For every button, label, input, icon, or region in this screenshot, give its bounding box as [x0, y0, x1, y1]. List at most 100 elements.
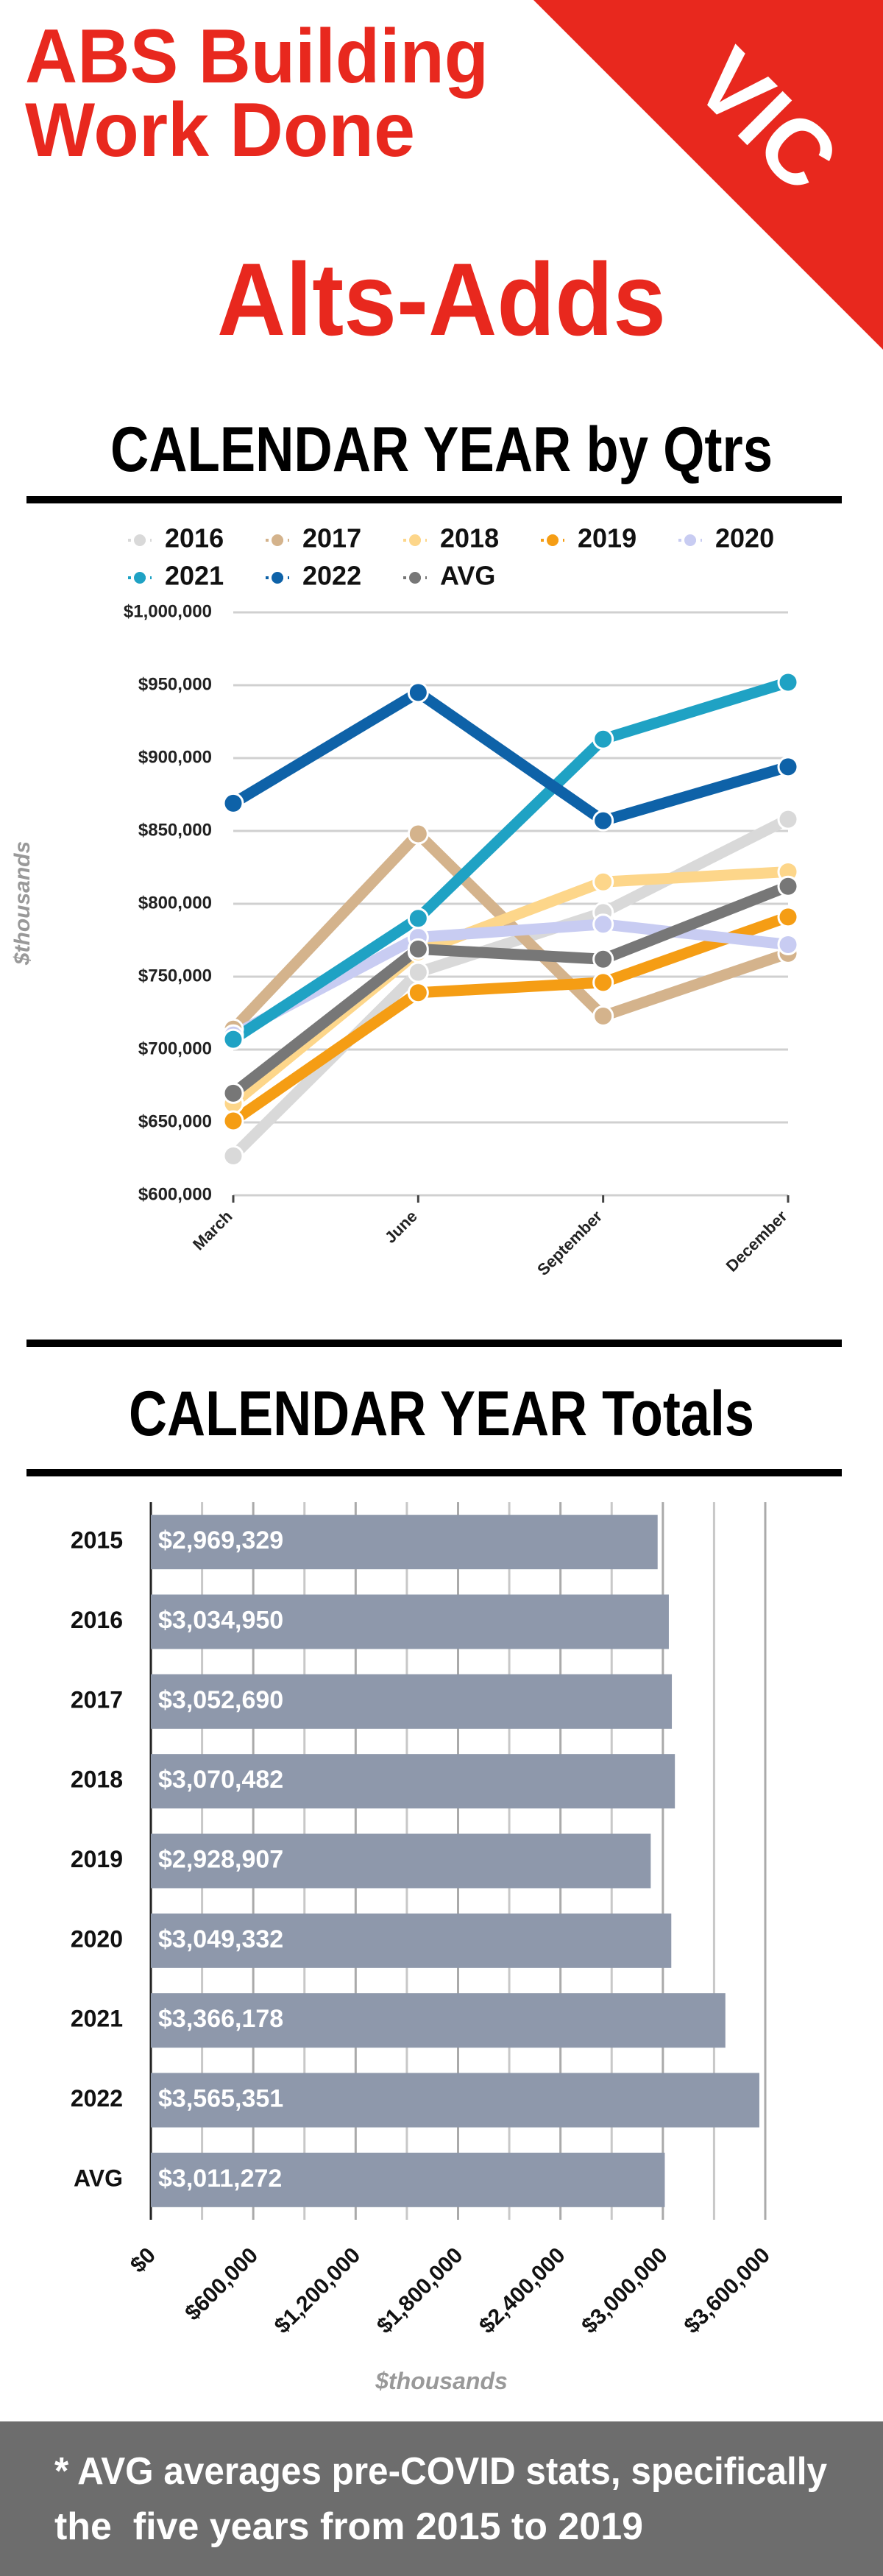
x-tick-label: $3,000,000 [577, 2243, 673, 2339]
state-banner [533, 0, 883, 350]
x-tick-label: $1,200,000 [270, 2243, 366, 2339]
y-tick-label: 2022 [71, 2085, 123, 2112]
y-tick-label: $700,000 [138, 1038, 212, 1058]
rule [26, 496, 842, 503]
value-label: $2,969,329 [158, 1526, 283, 1554]
value-label: $2,928,907 [158, 1845, 283, 1873]
data-point [777, 875, 799, 897]
data-point [592, 972, 614, 994]
data-point [407, 982, 429, 1004]
series-line [230, 911, 790, 1126]
x-tick-label: June [381, 1207, 421, 1247]
legend-label: 2019 [578, 523, 636, 553]
legend-marker [272, 534, 283, 546]
footnote: * AVG averages pre-COVID stats, specific… [54, 2450, 827, 2493]
series-line [230, 687, 790, 827]
series-line [230, 676, 790, 1044]
legend-label: 2017 [302, 523, 361, 553]
series-line [229, 814, 791, 1160]
series-line [230, 881, 790, 1098]
x-tick-label: $3,600,000 [679, 2243, 775, 2339]
rule [26, 1469, 842, 1476]
y-tick-label: 2017 [71, 1686, 123, 1713]
legend-label: 2020 [715, 523, 774, 553]
data-point [222, 792, 244, 814]
y-tick-label: 2018 [71, 1766, 123, 1793]
footer [0, 2421, 883, 2576]
data-point [592, 728, 614, 750]
chart-title: CALENDAR YEAR Totals [129, 1379, 754, 1449]
legend-label: 2021 [165, 561, 224, 591]
y-tick-label: $750,000 [138, 966, 212, 986]
value-label: $3,565,351 [158, 2084, 283, 2112]
data-point [777, 906, 799, 928]
series-line [229, 828, 790, 1033]
x-tick-label: $600,000 [180, 2243, 263, 2326]
data-point [222, 1145, 244, 1167]
value-label: $3,052,690 [158, 1686, 283, 1714]
data-point [592, 810, 614, 832]
x-tick-label: $0 [126, 2243, 160, 2278]
data-point [777, 933, 799, 955]
data-point [222, 1028, 244, 1050]
title-line: ABS Building [25, 14, 489, 99]
x-tick-label: $2,400,000 [475, 2243, 570, 2339]
subtitle: Alts-Adds [217, 241, 666, 357]
chart-title: CALENDAR YEAR by Qtrs [110, 414, 773, 485]
value-label: $3,034,950 [158, 1606, 283, 1634]
data-point [592, 1005, 614, 1027]
legend-marker [134, 572, 146, 584]
data-point [407, 823, 429, 845]
x-axis-label: $thousands [375, 2368, 508, 2394]
y-tick-label: $600,000 [138, 1184, 212, 1204]
y-tick-label: 2016 [71, 1607, 123, 1633]
legend-marker [409, 534, 421, 546]
bar [151, 1913, 672, 1968]
x-tick-label: March [189, 1207, 235, 1253]
bar [151, 1754, 675, 1809]
data-point [592, 948, 614, 970]
value-label: $3,366,178 [158, 2005, 283, 2033]
legend-marker [134, 534, 146, 546]
series-line [230, 919, 789, 1040]
y-axis-label: $thousands [10, 841, 35, 966]
data-point [777, 808, 799, 830]
y-tick-label: $800,000 [138, 893, 212, 913]
legend-label: 2022 [302, 561, 361, 591]
legend-marker [547, 534, 558, 546]
data-point [407, 682, 429, 704]
data-point [592, 913, 614, 935]
rule [26, 1340, 842, 1347]
x-tick-label: December [723, 1207, 791, 1275]
y-tick-label: $900,000 [138, 747, 212, 767]
legend-label: 2018 [440, 523, 499, 553]
bar [151, 1993, 726, 2048]
data-point [222, 1082, 244, 1104]
y-tick-label: $850,000 [138, 820, 212, 840]
data-point [592, 871, 614, 893]
y-tick-label: $650,000 [138, 1111, 212, 1131]
legend-label: AVG [440, 561, 495, 591]
footnote: the five years from 2015 to 2019 [54, 2505, 643, 2548]
bar [151, 1515, 658, 1570]
y-tick-label: 2021 [71, 2006, 123, 2032]
data-point [407, 961, 429, 983]
x-tick-label: $1,800,000 [372, 2243, 468, 2339]
data-point [777, 671, 799, 693]
legend-marker [684, 534, 696, 546]
data-point [407, 907, 429, 930]
bar [151, 2073, 759, 2128]
title-line: Work Done [25, 88, 415, 173]
y-tick-label: AVG [74, 2165, 123, 2191]
y-tick-label: 2015 [71, 1527, 123, 1554]
bar [151, 2152, 665, 2207]
data-point [777, 756, 799, 778]
y-tick-label: $1,000,000 [124, 601, 212, 621]
legend-marker [409, 572, 421, 584]
y-tick-label: 2019 [71, 1846, 123, 1872]
legend-marker [272, 572, 283, 584]
bar [151, 1674, 673, 1729]
data-point [407, 938, 429, 960]
